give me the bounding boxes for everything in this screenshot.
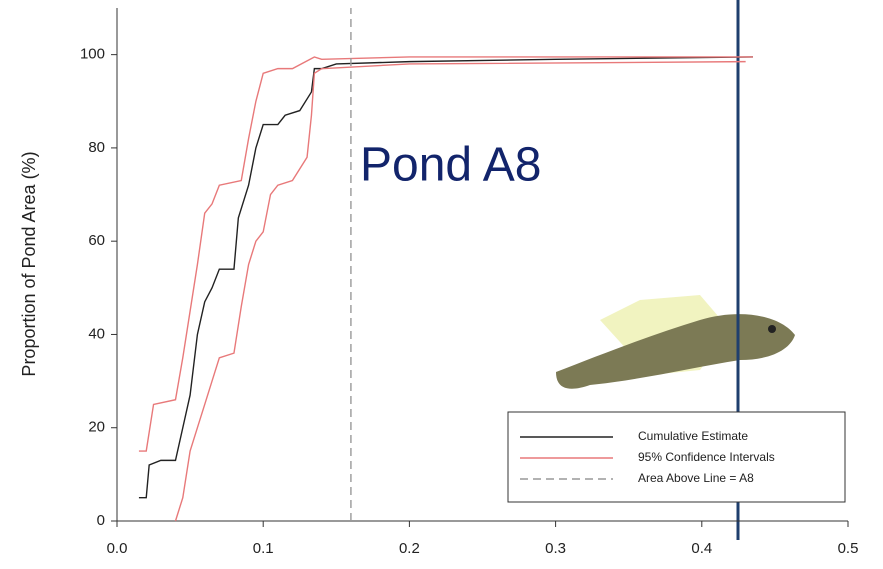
x-tick-label: 0.4 — [691, 540, 712, 557]
y-tick-label: 20 — [88, 419, 105, 436]
y-tick-label: 40 — [88, 325, 105, 342]
series-line — [174, 60, 746, 522]
x-tick-label: 0.3 — [545, 540, 566, 557]
y-tick-label: 60 — [88, 232, 105, 249]
x-tick-label: 0.1 — [253, 540, 274, 557]
y-axis-label: Proportion of Pond Area (%) — [19, 151, 39, 376]
legend-label: Area Above Line = A8 — [638, 471, 754, 485]
fish-illustration — [556, 295, 795, 389]
series-line — [138, 56, 753, 452]
annotation: Pond A8 — [360, 139, 542, 192]
y-tick-label: 0 — [97, 512, 105, 529]
x-tick-label: 0.2 — [399, 540, 420, 557]
legend-box — [507, 411, 846, 503]
y-tick-label: 100 — [80, 46, 105, 63]
x-tick-label: 0.0 — [107, 540, 128, 557]
legend-label: 95% Confidence Intervals — [638, 450, 775, 464]
x-tick-label: 0.5 — [838, 540, 859, 557]
y-tick-label: 80 — [88, 139, 105, 156]
legend-label: Cumulative Estimate — [638, 429, 748, 443]
